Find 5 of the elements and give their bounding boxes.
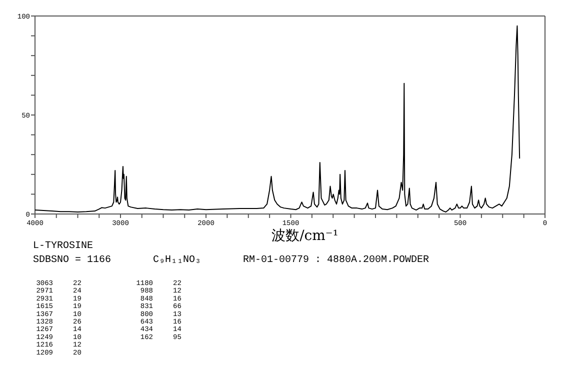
text: RM-01-00779 : 4880A.200M.POWDER	[243, 255, 430, 266]
text: C₉H₁₁NO₃	[153, 255, 202, 266]
text: L-TYROSINE	[33, 241, 94, 252]
text: SDBSNO = 1166	[33, 255, 112, 266]
x-axis-title: 波数/cm⁻¹	[272, 228, 338, 244]
